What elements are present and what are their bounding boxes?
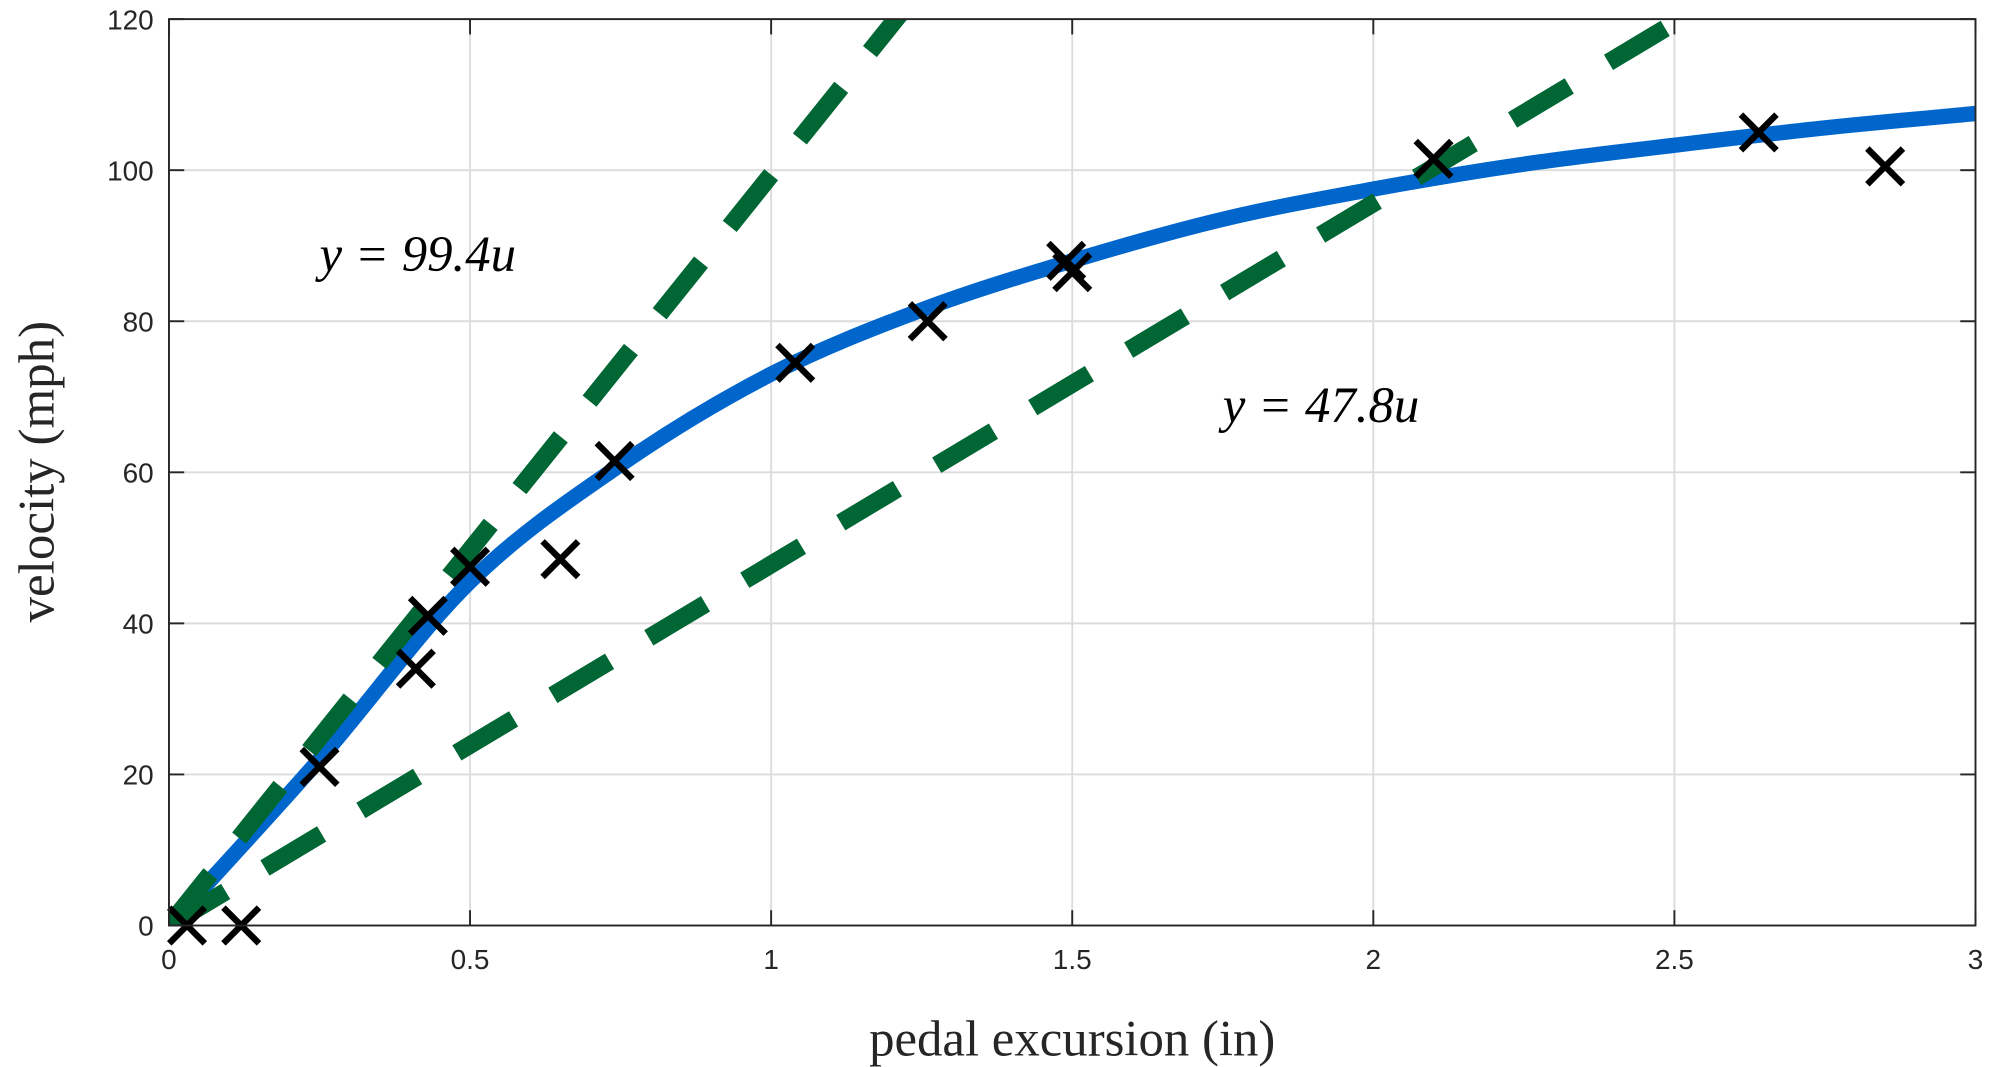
x-marker-icon xyxy=(1738,112,1779,153)
grid xyxy=(168,18,1977,927)
x-marker-icon xyxy=(1865,146,1906,187)
x-marker-icon xyxy=(1413,138,1454,179)
x-marker-icon xyxy=(299,746,340,787)
data-point-marker xyxy=(775,342,816,383)
fit-curve xyxy=(168,105,1976,926)
data-point-marker xyxy=(594,440,635,482)
x-marker-icon xyxy=(1052,252,1093,293)
data-point-marker xyxy=(907,301,948,342)
y-tick-label: 100 xyxy=(107,155,154,186)
dashed-line-478 xyxy=(168,19,1699,926)
y-tick-label: 60 xyxy=(123,457,154,488)
x-marker-icon xyxy=(594,440,635,482)
data-point-marker xyxy=(540,539,581,580)
data-point-marker xyxy=(1865,146,1906,187)
x-marker-icon xyxy=(775,342,816,383)
annotation-slope-99: y = 99.4u xyxy=(315,227,517,283)
dashed-line-994 xyxy=(168,19,908,926)
y-tick-label: 20 xyxy=(123,760,154,791)
x-tick-label: 1 xyxy=(763,944,779,975)
data-point-marker xyxy=(450,546,491,587)
x-marker-icon xyxy=(907,301,948,342)
x-tick-label: 0 xyxy=(161,944,177,975)
plot-lines xyxy=(168,19,1976,926)
data-point-marker xyxy=(1046,240,1087,281)
x-axis-label: pedal excursion (in) xyxy=(869,1011,1275,1067)
y-tick-label: 80 xyxy=(123,306,154,337)
y-tick-label: 40 xyxy=(123,609,154,640)
x-tick-label: 2.5 xyxy=(1655,944,1694,975)
data-point-marker xyxy=(1052,252,1093,293)
data-point-marker xyxy=(1413,138,1454,179)
x-tick-label: 0.5 xyxy=(451,944,490,975)
x-marker-icon xyxy=(395,648,436,689)
x-tick-label: 1.5 xyxy=(1053,944,1092,975)
y-tick-label: 120 xyxy=(107,4,154,35)
x-marker-icon xyxy=(540,539,581,580)
data-point-marker xyxy=(407,595,448,636)
x-marker-icon xyxy=(407,595,448,636)
y-tick-label: 0 xyxy=(138,911,154,942)
data-point-marker xyxy=(1738,112,1779,153)
y-axis-label: velocity (mph) xyxy=(9,321,65,623)
x-marker-icon xyxy=(450,546,491,587)
x-tick-label: 3 xyxy=(1968,944,1984,975)
x-tick-label: 2 xyxy=(1366,944,1382,975)
data-point-marker xyxy=(299,746,340,787)
x-marker-icon xyxy=(1046,240,1087,281)
annotation-slope-47: y = 47.8u xyxy=(1218,378,1420,434)
ticks: 0 0.5 1 1.5 2 2.5 3 0 20 40 60 80 100 120 xyxy=(107,4,1983,975)
data-point-marker xyxy=(395,648,436,689)
